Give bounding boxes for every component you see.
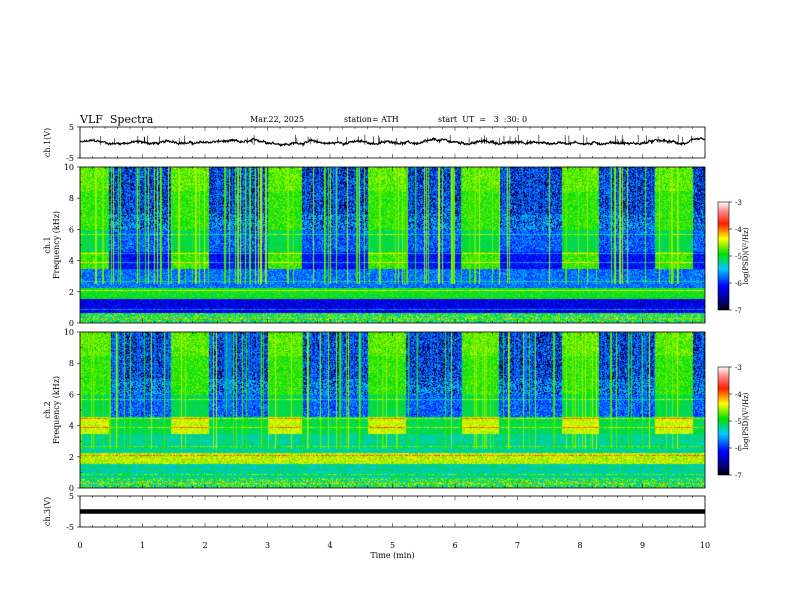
x-tick-label: 6: [452, 541, 457, 550]
y-tick-label: -5: [66, 523, 74, 532]
x-tick-label: 7: [515, 541, 520, 550]
x-tick-label: 4: [327, 541, 332, 550]
ch1-waveform-panel: 5 -5 ch.1(V): [43, 123, 706, 163]
y-axis-label: ch.1(V): [43, 128, 52, 157]
y-tick-label: 5: [69, 492, 74, 501]
colorbar-scale: [717, 201, 730, 311]
y-tick-label: 10: [64, 163, 74, 172]
ch1-colorbar: -3 -4 -5 -6 -7 log(PSD)(V²/Hz): [717, 199, 750, 315]
colorbar-tick-label: -4: [735, 226, 742, 234]
spectrogram-image: [80, 332, 705, 488]
ch1-spectrogram-panel: 0 2 4 6 8 10 ch.1 Frequency (kHz): [43, 163, 706, 328]
spectrogram-canvas: [80, 167, 705, 323]
x-tick-label: 9: [640, 541, 645, 550]
colorbar-tick-label: -7: [735, 472, 742, 480]
colorbar-tick-label: -5: [735, 253, 742, 261]
y-axis-label-channel: ch.1: [43, 236, 52, 253]
y-tick-label: 2: [69, 453, 74, 462]
ch2-spectrogram-panel: 0 2 4 6 8 10 ch.2 Frequency (kHz): [43, 328, 706, 493]
y-tick-label: 6: [69, 225, 74, 234]
colorbar-tick-label: -3: [735, 364, 742, 372]
y-tick-label: 0: [69, 319, 74, 328]
x-tick-label: 3: [265, 541, 270, 550]
x-tick-label: 2: [202, 541, 207, 550]
x-axis-label: Time (min): [370, 551, 414, 560]
y-tick-label: 10: [64, 328, 74, 337]
y-tick-label: 5: [69, 123, 74, 132]
y-tick-label: 4: [69, 422, 74, 431]
spectrogram-canvas: [80, 332, 705, 488]
colorbar-tick-label: -6: [735, 280, 742, 288]
x-tick-label: 0: [77, 541, 82, 550]
spectrogram-image: [80, 167, 705, 323]
y-axis-label: ch.3(V): [43, 497, 52, 526]
x-tick-label: 10: [700, 541, 710, 550]
x-tick-label: 8: [577, 541, 582, 550]
y-tick-label: 2: [69, 288, 74, 297]
y-tick-label: 6: [69, 390, 74, 399]
y-axis-label: Frequency (kHz): [52, 376, 61, 444]
date-label: Mar.22, 2025: [250, 115, 305, 124]
y-axis-label: Frequency (kHz): [52, 211, 61, 279]
y-tick-label: 0: [69, 484, 74, 493]
y-axis-label-channel: ch.2: [43, 401, 52, 418]
waveform-trace: [79, 137, 706, 148]
colorbar-label: log(PSD)(V²/Hz): [742, 227, 750, 284]
colorbar-tick-label: -4: [735, 391, 742, 399]
colorbar-label: log(PSD)(V²/Hz): [742, 392, 750, 449]
figure-title: VLF Spectra: [80, 113, 154, 126]
ch2-colorbar: -3 -4 -5 -6 -7 log(PSD)(V²/Hz): [717, 364, 750, 480]
colorbar-tick-label: -3: [735, 199, 742, 207]
x-tick-label: 5: [390, 541, 395, 550]
y-tick-label: 4: [69, 257, 74, 266]
colorbar-tick-label: -7: [735, 307, 742, 315]
colorbar-scale: [717, 366, 730, 476]
y-tick-label: 8: [69, 359, 74, 368]
y-tick-label: 8: [69, 194, 74, 203]
start-time-label: start UT = 3 :30: 0: [438, 115, 528, 124]
station-label: station= ATH: [344, 115, 399, 124]
y-tick-label: -5: [66, 154, 74, 163]
x-tick-label: 1: [140, 541, 145, 550]
ch3-waveform-panel: 5 -5 ch.3(V) 0 1 2 3 4 5 6 7 8 9 10 Time (min): [43, 492, 710, 560]
colorbar-tick-label: -5: [735, 418, 742, 426]
colorbar-tick-label: -6: [735, 445, 742, 453]
